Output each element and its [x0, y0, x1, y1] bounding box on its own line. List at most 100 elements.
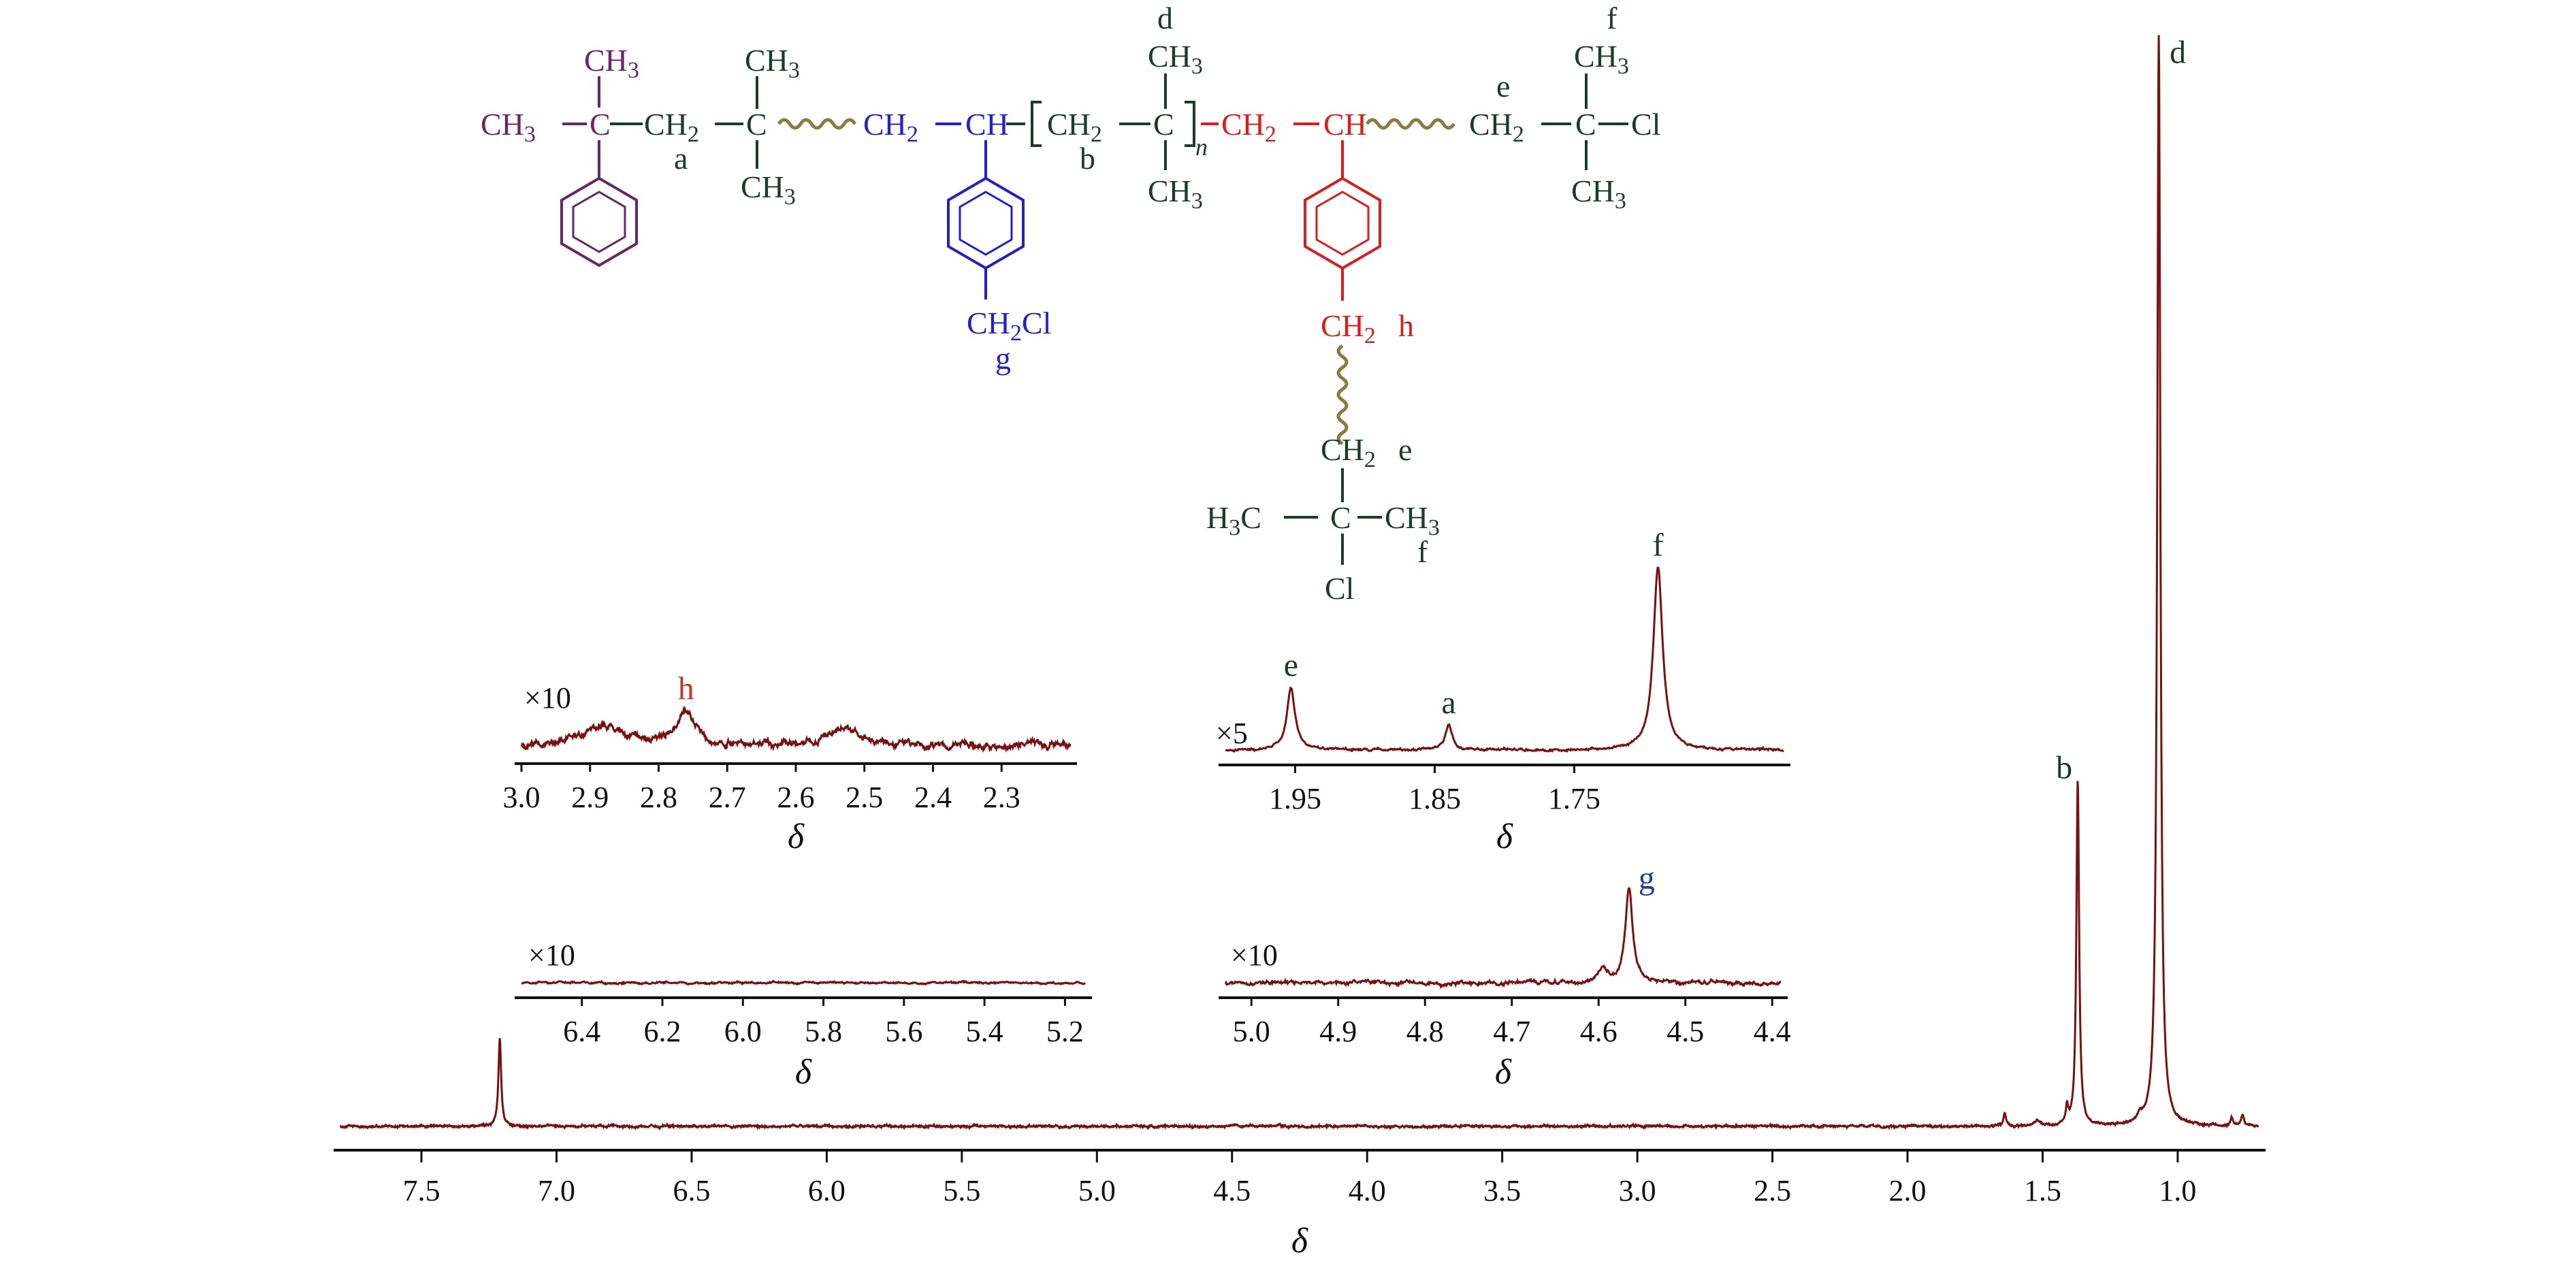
x-tick-label: 1.0 [2159, 1174, 2196, 1207]
inset-chart-g: 5.0 4.9 4.8 4.7 4.6 4.5 4.4 δ ×10 g [1219, 860, 1791, 1092]
x-tick-label: 5.0 [1078, 1174, 1116, 1207]
inset-chart-e-a-f: 1.95 1.85 1.75 δ ×5 e a f [1216, 527, 1790, 856]
ch3-d-bottom: CH3 [1148, 174, 1203, 214]
x-tick-label: 7.0 [538, 1174, 575, 1207]
c-end-bottom: C [1330, 500, 1351, 535]
x-tick-label: 6.4 [563, 1015, 600, 1048]
scale-multiplier: ×5 [1216, 717, 1248, 750]
spectrum-trace [521, 979, 1086, 986]
label-g: g [995, 341, 1011, 376]
x-tick-label: 6.0 [808, 1174, 846, 1207]
x-tick-label: 2.9 [571, 781, 609, 814]
x-tick-label: 5.4 [966, 1015, 1003, 1048]
x-tick-label: 3.5 [1483, 1174, 1521, 1207]
ch-red: CH [1323, 107, 1367, 142]
label-e-bottom: e [1398, 432, 1412, 467]
x-tick-label: 3.0 [1619, 1174, 1656, 1207]
ch2-red: CH2 [1221, 107, 1276, 147]
blue-unit: CH2 CH CH2Cl g [863, 107, 1051, 376]
label-f-bottom: f [1417, 534, 1428, 569]
x-tick-label: 4.0 [1349, 1174, 1386, 1207]
cl-top: Cl [1631, 107, 1660, 142]
label-f-top: f [1607, 1, 1617, 35]
main-spectrum-chart: 7.5 7.0 6.5 6.0 5.5 5.0 4.5 4.0 3.5 3.0 2.5 2.0 1.5 1… [334, 35, 2266, 1260]
spectrum-trace [1225, 566, 1784, 753]
label-d: d [1157, 1, 1173, 35]
peak-label-b: b [2056, 750, 2072, 786]
polymer-structure: CH3 CH3 C CH2 a CH3 C CH3 CH2 CH [481, 1, 1660, 606]
wavy-link-2 [1365, 118, 1456, 130]
scale-multiplier: ×10 [1231, 939, 1278, 972]
x-tick-label: 4.5 [1213, 1174, 1251, 1207]
c-b: C [1153, 107, 1174, 142]
red-unit: CH2 CH CH2 h [1201, 107, 1414, 348]
label-h: h [1398, 308, 1414, 343]
x-tick-label: 5.2 [1046, 1015, 1084, 1048]
x-tick-label: 4.5 [1667, 1015, 1704, 1048]
x-tick-label: 2.6 [777, 781, 815, 814]
peak-label-a: a [1441, 685, 1455, 721]
x-tick-label: 4.4 [1754, 1015, 1791, 1048]
ch3-c1-bottom: CH3 [741, 169, 796, 210]
ch2-e-bottom: CH2 [1321, 432, 1376, 472]
inset-chart-h: 3.0 2.9 2.8 2.7 2.6 2.5 2.4 2.3 δ ×10 h [503, 671, 1077, 856]
chain-left: CH2 a CH3 C CH3 [610, 43, 800, 210]
x-tick-label: 5.6 [885, 1015, 922, 1048]
x-axis-title: δ [788, 817, 805, 856]
ch3-f-bottom: CH3 [1385, 500, 1440, 540]
x-tick-label: 2.5 [1754, 1174, 1791, 1207]
peak-label-h: h [678, 671, 694, 707]
x-tick-label: 5.8 [805, 1015, 842, 1048]
label-b: b [1080, 141, 1095, 176]
x-tick-label: 2.3 [983, 781, 1020, 814]
ch3-f-top: CH3 [1574, 39, 1629, 79]
chain-end-right: e CH2 f CH3 C Cl CH3 CH2 e H3C C CH3 f C… [1206, 1, 1660, 606]
x-tick-label: 6.0 [724, 1015, 762, 1048]
phenyl-ring-red-inner [1315, 191, 1370, 256]
x-tick-label: 6.5 [673, 1174, 710, 1207]
x-axis-title: δ [1291, 1222, 1308, 1260]
wavy-link-3 [1336, 344, 1349, 446]
x-axis-title: δ [1496, 817, 1513, 856]
ch2-blue: CH2 [863, 107, 918, 147]
ch3-d-top: CH3 [1148, 39, 1203, 79]
x-tick-label: 5.0 [1233, 1015, 1270, 1048]
ch2-a: CH2 [644, 107, 699, 147]
ch2-b: CH2 [1047, 107, 1102, 147]
x-tick-label: 4.8 [1406, 1015, 1444, 1048]
x-tick-label: 4.9 [1319, 1015, 1357, 1048]
phenyl-ring-initiator [560, 176, 638, 267]
ch3-left: CH3 [481, 107, 536, 147]
x-tick-label: 2.8 [640, 781, 677, 814]
spectrum-trace [1224, 886, 1782, 990]
x-axis-title: δ [1495, 1053, 1512, 1092]
x-tick-label: 1.85 [1408, 782, 1461, 815]
phenyl-ring-initiator-inner [572, 191, 626, 253]
ch3-c1-top: CH3 [745, 43, 800, 83]
x-tick-label: 2.4 [914, 781, 952, 814]
x-tick-label: 2.5 [846, 781, 883, 814]
x-tick-label: 1.95 [1269, 782, 1321, 815]
peak-label-g: g [1639, 860, 1655, 896]
spectrum-trace [339, 35, 2259, 1131]
scale-multiplier: ×10 [528, 939, 575, 972]
wavy-link-1 [777, 118, 857, 130]
label-a: a [674, 141, 688, 176]
ch2-h: CH2 [1321, 308, 1376, 348]
ch-blue: CH [965, 107, 1009, 142]
x-tick-label: 2.7 [709, 781, 746, 814]
phenyl-ring-blue-inner [959, 191, 1013, 256]
peak-label-d: d [2170, 35, 2186, 71]
x-tick-label: 6.2 [644, 1015, 681, 1048]
x-tick-label: 5.5 [943, 1174, 980, 1207]
c-end-top: C [1575, 107, 1596, 142]
x-tick-label: 1.5 [2024, 1174, 2061, 1207]
repeat-unit: CH2 b d CH3 C CH3 n [1006, 1, 1208, 214]
bracket-right [1185, 101, 1195, 147]
ch3-top-left: CH3 [584, 43, 639, 83]
ch2cl-g: CH2Cl [967, 306, 1051, 346]
cl-bottom: Cl [1325, 571, 1354, 606]
x-tick-label: 4.7 [1493, 1015, 1530, 1048]
